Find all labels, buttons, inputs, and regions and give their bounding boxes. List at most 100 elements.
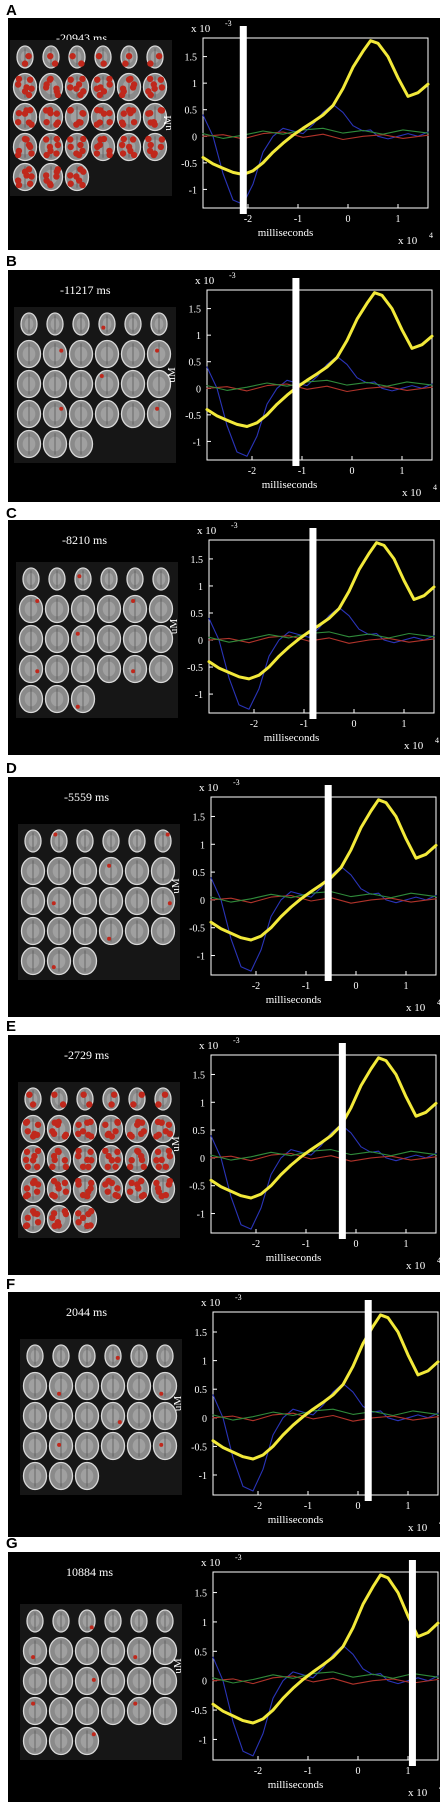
activation-blob xyxy=(131,598,136,603)
time-cursor[interactable] xyxy=(309,528,317,719)
activation-blob xyxy=(147,141,154,149)
activation-blob xyxy=(50,1210,58,1217)
activation-blob xyxy=(53,121,60,128)
time-cursor[interactable] xyxy=(324,785,332,981)
activation-blob xyxy=(67,172,74,179)
series-trace xyxy=(212,1412,439,1422)
yellow-trace xyxy=(209,1056,438,1200)
activation-blob xyxy=(67,136,74,143)
activation-blob xyxy=(119,85,127,92)
activation-blob xyxy=(93,150,101,157)
activation-blob xyxy=(47,109,54,117)
activation-blob xyxy=(21,60,29,67)
activation-blob xyxy=(167,901,172,906)
time-cursor[interactable] xyxy=(408,1560,416,1766)
activation-blob xyxy=(119,121,127,128)
activation-blob xyxy=(151,121,158,128)
activation-blob xyxy=(104,1188,111,1195)
activation-blob xyxy=(73,85,80,92)
activation-blob xyxy=(162,1163,170,1170)
activation-blob xyxy=(51,60,59,67)
activation-blob xyxy=(86,1101,93,1108)
series-trace xyxy=(208,635,435,644)
y-tick-label: 0 xyxy=(202,1677,207,1688)
activation-blob xyxy=(75,1210,82,1217)
time-cursor[interactable] xyxy=(364,1300,372,1501)
yellow-trace xyxy=(209,798,438,942)
plot-frame xyxy=(208,539,435,714)
plot-frame xyxy=(212,1571,439,1761)
activation-blob xyxy=(107,936,112,941)
activation-blob xyxy=(42,84,50,91)
activation-blob xyxy=(106,109,113,117)
activation-blob xyxy=(96,91,104,99)
activation-blob xyxy=(120,135,127,143)
activation-blob xyxy=(25,52,32,60)
panel-f: 2044 ms x 10 -3 -1 -0.5 0 0.5 1 1.5 -2 -1 0 1 uM milli… xyxy=(8,1292,440,1537)
activation-blob xyxy=(85,1163,92,1171)
activation-blob xyxy=(23,172,30,179)
activation-blob xyxy=(87,1185,94,1192)
brain-montage xyxy=(14,307,176,463)
activation-blob xyxy=(96,141,104,149)
activation-blob xyxy=(94,76,101,83)
activation-blob xyxy=(51,1193,58,1200)
plot-frame xyxy=(212,1311,439,1496)
y-tick-label: -1 xyxy=(189,185,197,196)
y-exponent-power: -3 xyxy=(233,1036,240,1045)
activation-blob xyxy=(119,150,127,157)
activation-blob xyxy=(154,1118,162,1126)
activation-blob xyxy=(135,1118,142,1126)
yellow-trace xyxy=(207,541,436,681)
y-tick-label: 0.5 xyxy=(185,106,198,117)
activation-blob xyxy=(137,1177,145,1185)
activation-blob xyxy=(158,107,166,114)
y-tick-label: 1.5 xyxy=(195,1589,208,1600)
panel-letter-d: D xyxy=(6,760,17,777)
activation-blob xyxy=(79,147,86,155)
activation-blob xyxy=(62,1131,70,1139)
activation-blob xyxy=(28,173,35,180)
activation-blob xyxy=(34,1218,42,1226)
x-tick-label: 0 xyxy=(354,981,359,992)
activation-blob xyxy=(125,52,133,60)
activation-blob xyxy=(75,1218,82,1226)
activation-blob xyxy=(53,173,60,180)
activation-blob xyxy=(114,1156,121,1164)
time-label: -2729 ms xyxy=(64,1048,109,1062)
x-exponent-power: 4 xyxy=(433,483,437,492)
x-axis-label: milliseconds xyxy=(268,1779,324,1791)
y-tick-label: 1.5 xyxy=(189,305,202,316)
activation-blob xyxy=(25,166,33,173)
activation-blob xyxy=(51,965,56,970)
time-cursor[interactable] xyxy=(292,278,300,466)
x-tick-label: -2 xyxy=(248,466,256,477)
activation-blob xyxy=(106,81,113,88)
activation-blob xyxy=(31,1655,36,1660)
y-axis-label: uM xyxy=(168,619,180,635)
activation-blob xyxy=(79,75,86,83)
activation-blob xyxy=(24,1163,31,1170)
activation-blob xyxy=(102,1121,109,1128)
brain-montage xyxy=(16,562,178,718)
time-cursor[interactable] xyxy=(239,26,247,214)
activation-blob xyxy=(110,1091,118,1098)
y-exponent-power: -3 xyxy=(231,521,238,530)
x-exponent-power: 4 xyxy=(437,998,440,1007)
activation-blob xyxy=(104,1163,111,1171)
series-trace xyxy=(212,1408,439,1421)
activation-blob xyxy=(158,1156,165,1164)
y-tick-label: 0 xyxy=(200,1154,205,1165)
time-label: 10884 ms xyxy=(66,1565,113,1579)
activation-blob xyxy=(61,1179,69,1187)
x-tick-label: -2 xyxy=(250,719,258,730)
time-cursor[interactable] xyxy=(338,1043,346,1239)
activation-blob xyxy=(23,136,30,143)
yellow-trace xyxy=(211,1573,440,1725)
activation-blob xyxy=(53,832,58,837)
activation-blob xyxy=(127,75,134,83)
activation-blob xyxy=(100,60,107,67)
activation-blob xyxy=(153,1157,160,1164)
panel-svg: 2044 ms x 10 -3 -1 -0.5 0 0.5 1 1.5 -2 -1 0 1 uM milli… xyxy=(20,1293,440,1534)
panel-letter-c: C xyxy=(6,505,17,522)
